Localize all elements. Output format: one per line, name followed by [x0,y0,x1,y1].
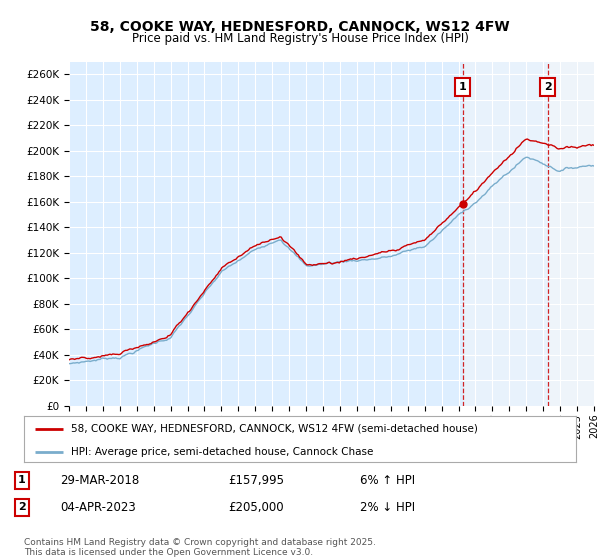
Text: HPI: Average price, semi-detached house, Cannock Chase: HPI: Average price, semi-detached house,… [71,447,373,457]
Text: 04-APR-2023: 04-APR-2023 [60,501,136,514]
Bar [463,62,548,406]
Text: 58, COOKE WAY, HEDNESFORD, CANNOCK, WS12 4FW (semi-detached house): 58, COOKE WAY, HEDNESFORD, CANNOCK, WS12… [71,424,478,434]
Text: £205,000: £205,000 [228,501,284,514]
Text: Price paid vs. HM Land Registry's House Price Index (HPI): Price paid vs. HM Land Registry's House … [131,32,469,45]
Text: 2% ↓ HPI: 2% ↓ HPI [360,501,415,514]
Text: 1: 1 [18,475,26,486]
Text: £157,995: £157,995 [228,474,284,487]
Text: 58, COOKE WAY, HEDNESFORD, CANNOCK, WS12 4FW: 58, COOKE WAY, HEDNESFORD, CANNOCK, WS12… [90,20,510,34]
Text: 2: 2 [544,82,551,92]
Text: 29-MAR-2018: 29-MAR-2018 [60,474,139,487]
Bar [548,62,594,406]
Text: 2: 2 [18,502,26,512]
Text: 1: 1 [459,82,466,92]
Text: 6% ↑ HPI: 6% ↑ HPI [360,474,415,487]
Text: Contains HM Land Registry data © Crown copyright and database right 2025.
This d: Contains HM Land Registry data © Crown c… [24,538,376,557]
